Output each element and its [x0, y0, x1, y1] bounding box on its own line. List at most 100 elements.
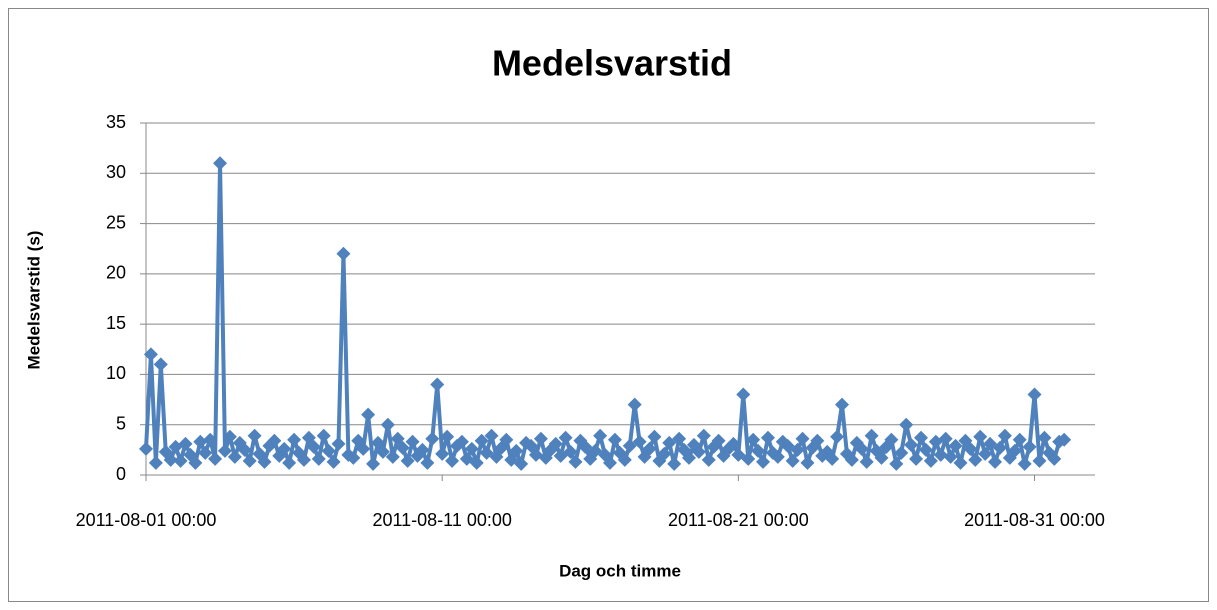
- marker: [188, 455, 203, 470]
- marker: [217, 443, 232, 458]
- y-tick-label: 20: [106, 263, 126, 283]
- x-tick-label: 2011-08-01 00:00: [76, 510, 217, 530]
- marker: [1017, 456, 1032, 471]
- marker: [992, 440, 1007, 455]
- marker: [509, 443, 524, 458]
- marker: [874, 450, 889, 465]
- marker: [884, 432, 899, 447]
- marker: [440, 429, 455, 444]
- marker: [1037, 430, 1052, 445]
- marker: [568, 454, 583, 469]
- marker: [756, 454, 771, 469]
- marker: [968, 452, 983, 467]
- marker: [1057, 432, 1072, 447]
- marker: [425, 431, 440, 446]
- marker: [139, 441, 153, 456]
- marker: [933, 447, 948, 462]
- marker: [760, 430, 775, 445]
- marker: [607, 432, 622, 447]
- marker: [464, 441, 479, 456]
- marker: [963, 441, 978, 456]
- marker: [701, 452, 716, 467]
- marker: [306, 439, 321, 454]
- marker: [208, 451, 223, 466]
- marker: [153, 357, 168, 372]
- marker: [400, 453, 415, 468]
- marker: [287, 432, 302, 447]
- y-tick-label: 5: [116, 413, 126, 433]
- marker: [366, 456, 381, 471]
- marker: [844, 452, 859, 467]
- marker: [973, 429, 988, 444]
- marker: [953, 455, 968, 470]
- marker: [222, 429, 237, 444]
- y-tick-label: 35: [106, 112, 126, 132]
- marker: [316, 428, 331, 443]
- marker: [282, 455, 297, 470]
- x-axis-title: Dag och timme: [559, 561, 681, 580]
- marker: [242, 453, 257, 468]
- marker: [213, 156, 228, 171]
- marker: [267, 433, 282, 448]
- marker: [430, 377, 445, 392]
- marker: [938, 431, 953, 446]
- marker: [647, 429, 662, 444]
- chart-title: Medelsvarstid: [492, 43, 732, 84]
- marker: [469, 455, 484, 470]
- marker: [785, 453, 800, 468]
- marker: [795, 431, 810, 446]
- marker: [203, 432, 218, 447]
- marker: [854, 441, 869, 456]
- marker: [178, 436, 193, 451]
- marker: [800, 455, 815, 470]
- marker: [336, 246, 351, 261]
- y-tick-label: 25: [106, 212, 126, 232]
- marker: [321, 443, 336, 458]
- marker: [696, 428, 711, 443]
- marker: [835, 397, 850, 412]
- marker: [435, 446, 450, 461]
- marker: [948, 438, 963, 453]
- marker: [691, 444, 706, 459]
- marker: [889, 456, 904, 471]
- marker: [859, 454, 874, 469]
- marker: [514, 456, 529, 471]
- marker: [741, 451, 756, 466]
- marker: [1007, 443, 1022, 458]
- y-tick-label: 10: [106, 363, 126, 383]
- marker: [632, 434, 647, 449]
- y-tick-label: 0: [116, 464, 126, 484]
- marker: [173, 453, 188, 468]
- x-tick-label: 2011-08-31 00:00: [964, 510, 1105, 530]
- marker: [445, 453, 460, 468]
- marker: [143, 347, 158, 362]
- marker: [899, 417, 914, 432]
- marker: [484, 428, 499, 443]
- marker: [864, 428, 879, 443]
- marker: [711, 433, 726, 448]
- y-tick-label: 15: [106, 313, 126, 333]
- marker: [385, 449, 400, 464]
- marker: [198, 445, 213, 460]
- marker: [1022, 439, 1037, 454]
- marker: [346, 450, 361, 465]
- marker: [558, 430, 573, 445]
- marker: [736, 387, 751, 402]
- marker: [163, 452, 178, 467]
- marker: [375, 444, 390, 459]
- marker: [830, 429, 845, 444]
- marker: [894, 445, 909, 460]
- marker: [1012, 432, 1027, 447]
- marker: [672, 431, 687, 446]
- marker: [331, 436, 346, 451]
- marker: [751, 443, 766, 458]
- marker: [825, 451, 840, 466]
- marker: [474, 433, 489, 448]
- marker: [1032, 453, 1047, 468]
- x-tick-label: 2011-08-11 00:00: [372, 510, 511, 530]
- marker: [395, 440, 410, 455]
- marker: [657, 446, 672, 461]
- marker: [997, 428, 1012, 443]
- marker: [770, 449, 785, 464]
